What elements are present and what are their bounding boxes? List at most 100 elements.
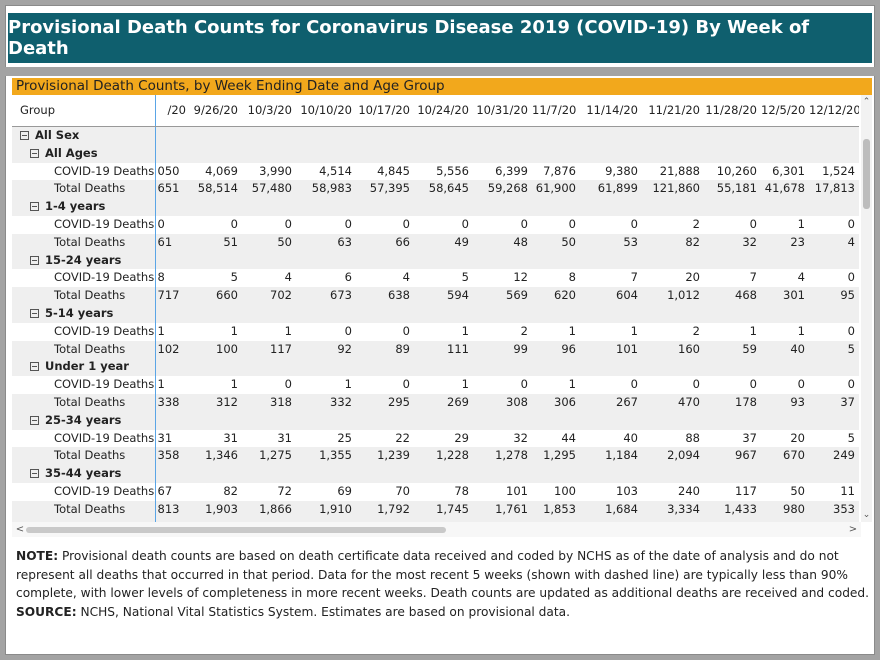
table-cell: 58,645 bbox=[414, 180, 473, 199]
column-header-week[interactable]: 11/21/20 bbox=[642, 95, 704, 127]
column-header-week[interactable]: 12/5/20 bbox=[761, 95, 809, 127]
table-cell: 1 bbox=[749, 323, 757, 338]
sex-group-label: All Sex bbox=[35, 128, 80, 142]
minus-box-icon[interactable] bbox=[20, 131, 29, 140]
table-cell: 101 bbox=[580, 340, 642, 359]
table-row: Total Deaths 338 312 318 332 295 269 308 306 267 4… bbox=[12, 393, 859, 412]
column-header-week[interactable]: 11/14/20 bbox=[580, 95, 642, 127]
table-cell: 0 bbox=[284, 216, 292, 231]
matrix-table: Group/20 9/26/20 10/3/20 10/10/20 10/17/20 10… bbox=[12, 95, 859, 522]
table-row: COVID-19 Deaths 31 31 31 25 22 29 32 44 40 88 37 20 5 bbox=[12, 429, 859, 448]
column-header-week[interactable]: 10/10/20 bbox=[296, 95, 356, 127]
horizontal-scroll-thumb[interactable] bbox=[26, 527, 446, 533]
minus-box-icon[interactable] bbox=[30, 148, 39, 158]
table-cell: 0 bbox=[402, 377, 410, 392]
table-cell: 58,514 bbox=[190, 180, 242, 199]
minus-box-icon[interactable] bbox=[30, 469, 39, 479]
table-cell: 4 bbox=[797, 270, 805, 285]
column-header-week[interactable]: 10/17/20 bbox=[356, 95, 414, 127]
minus-box-icon[interactable] bbox=[30, 202, 39, 212]
table-cell: 1,346 bbox=[190, 447, 242, 466]
source-label: SOURCE: bbox=[16, 604, 77, 619]
table-cell: 1,853 bbox=[532, 500, 580, 519]
table-cell: 318 bbox=[242, 393, 296, 412]
column-header-week[interactable]: 10/3/20 bbox=[242, 95, 296, 127]
table-cell: 61,900 bbox=[532, 180, 580, 199]
column-header-week[interactable]: 11/7/20 bbox=[532, 95, 580, 127]
table-cell: 101 bbox=[506, 483, 528, 498]
table-cell: 23 bbox=[761, 233, 809, 252]
minus-box-icon[interactable] bbox=[30, 255, 39, 265]
table-cell: 0 bbox=[797, 377, 805, 392]
column-header-week[interactable]: 9/26/20 bbox=[190, 95, 242, 127]
column-header-week[interactable]: /20 bbox=[155, 95, 190, 127]
matrix-visual: Provisional Death Counts, by Week Ending… bbox=[12, 78, 872, 537]
column-header-week[interactable]: 10/24/20 bbox=[414, 95, 473, 127]
table-cell: 3,990 bbox=[259, 163, 292, 178]
table-cell: 1,684 bbox=[580, 500, 642, 519]
table-cell: 57,480 bbox=[242, 180, 296, 199]
age-group-label: 35-44 years bbox=[45, 466, 122, 481]
table-cell: 17,813 bbox=[809, 180, 859, 199]
metric-label: COVID-19 Deaths bbox=[12, 376, 156, 394]
table-cell: 569 bbox=[473, 287, 532, 305]
metric-label: COVID-19 Deaths bbox=[12, 269, 156, 288]
table-cell: 8 bbox=[157, 270, 165, 285]
table-cell: 5 bbox=[847, 430, 855, 445]
table-cell: 1,866 bbox=[242, 500, 296, 519]
age-group-label: All Ages bbox=[45, 145, 98, 160]
table-cell: 20 bbox=[685, 270, 700, 285]
minus-box-icon[interactable] bbox=[30, 415, 39, 425]
age-group-label: 45-54 years bbox=[45, 520, 121, 522]
table-cell: 70 bbox=[395, 483, 410, 498]
chevron-down-icon[interactable]: ⌄ bbox=[862, 510, 871, 520]
table-cell: 117 bbox=[735, 483, 757, 498]
column-header-week[interactable]: 10/31/20 bbox=[473, 95, 532, 127]
table-cell: 269 bbox=[414, 393, 473, 412]
column-header-week[interactable]: 12/12/20 bbox=[809, 95, 859, 127]
table-cell: 468 bbox=[704, 287, 761, 305]
table-cell: 332 bbox=[296, 393, 356, 412]
table-cell: 470 bbox=[642, 393, 704, 412]
table-cell: 41,678 bbox=[761, 180, 809, 199]
table-row: Total Deaths 102 100 117 92 89 111 99 96 101 160 59… bbox=[12, 340, 859, 359]
table-cell: 32 bbox=[704, 233, 761, 252]
horizontal-scrollbar[interactable]: < > bbox=[12, 522, 861, 537]
table-cell: 58,983 bbox=[296, 180, 356, 199]
table-cell: 53 bbox=[580, 233, 642, 252]
table-cell: 1,524 bbox=[822, 163, 855, 178]
table-cell: 2,094 bbox=[642, 447, 704, 466]
age-group-row: 1-4 years bbox=[12, 198, 859, 216]
chevron-left-icon[interactable]: < bbox=[15, 524, 25, 535]
table-cell: 20 bbox=[790, 430, 805, 445]
table-cell: 0 bbox=[461, 216, 469, 231]
column-header-week[interactable]: 11/28/20 bbox=[704, 95, 761, 127]
note-paragraph: NOTE: Provisional death counts are based… bbox=[16, 547, 872, 603]
table-cell: 0 bbox=[344, 323, 352, 338]
table-cell: 0 bbox=[402, 323, 410, 338]
table-cell: 93 bbox=[761, 393, 809, 412]
minus-box-icon[interactable] bbox=[30, 308, 39, 318]
metric-label: Total Deaths bbox=[12, 340, 156, 359]
vertical-scroll-thumb[interactable] bbox=[863, 139, 870, 209]
column-header-group[interactable]: Group bbox=[12, 95, 156, 127]
chevron-right-icon[interactable]: > bbox=[848, 524, 858, 535]
age-group-row: Under 1 year bbox=[12, 358, 859, 377]
vertical-scrollbar[interactable]: ⌃ ⌄ bbox=[861, 95, 872, 522]
sex-group-row: All Sex bbox=[12, 126, 859, 145]
matrix-title: Provisional Death Counts, by Week Ending… bbox=[12, 78, 872, 95]
table-cell: 29 bbox=[454, 430, 469, 445]
table-cell: 9,380 bbox=[605, 163, 638, 178]
table-cell: 4,069 bbox=[205, 163, 238, 178]
table-cell: 0 bbox=[692, 377, 700, 392]
table-cell: 638 bbox=[356, 287, 414, 305]
table-cell: 1,355 bbox=[296, 447, 356, 466]
table-cell: 40 bbox=[623, 430, 638, 445]
chevron-up-icon[interactable]: ⌃ bbox=[862, 97, 871, 107]
table-cell: 31 bbox=[223, 430, 238, 445]
table-cell: 353 bbox=[809, 500, 859, 519]
table-cell: 702 bbox=[242, 287, 296, 305]
minus-box-icon[interactable] bbox=[30, 362, 39, 372]
table-cell: 295 bbox=[356, 393, 414, 412]
table-cell: 117 bbox=[242, 340, 296, 359]
